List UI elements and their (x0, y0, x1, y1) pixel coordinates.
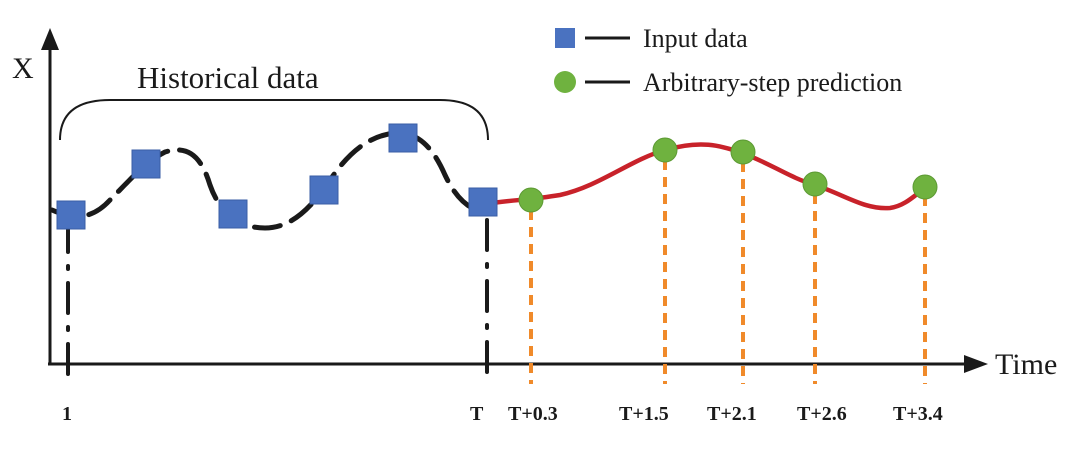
input-data-point (131, 149, 161, 179)
input-data-point (309, 175, 339, 205)
x-axis-arrow (964, 355, 988, 373)
x-axis-label: Time (995, 348, 1057, 381)
tick-label-start: 1 (62, 403, 72, 425)
prediction-point (652, 137, 678, 163)
tick-label-t-2-1: T+2.1 (707, 403, 757, 425)
historical-data-curve (49, 130, 479, 231)
input-data-point (56, 200, 86, 230)
tick-label-t-1-5: T+1.5 (619, 403, 669, 425)
input-data-point (468, 187, 498, 217)
legend-input-swatch (555, 28, 575, 48)
historical-data-label: Historical data (137, 60, 319, 95)
prediction-curve (483, 142, 928, 211)
legend-input-label: Input data (643, 24, 748, 53)
prediction-point (802, 171, 828, 197)
tick-label-t-0-3: T+0.3 (508, 403, 558, 425)
y-axis-label: X (12, 52, 34, 85)
prediction-point (912, 174, 938, 200)
tick-label-T: T (470, 403, 484, 425)
input-data-point (388, 123, 418, 153)
historical-data-brace (59, 99, 489, 141)
tick-label-t-2-6: T+2.6 (797, 403, 847, 425)
prediction-point (730, 139, 756, 165)
legend-prediction-swatch (554, 71, 576, 93)
input-data-point (218, 199, 248, 229)
legend-prediction-label: Arbitrary-step prediction (643, 68, 902, 97)
y-axis-arrow (41, 28, 59, 50)
prediction-point (518, 187, 544, 213)
tick-label-t-3-4: T+3.4 (893, 403, 943, 425)
